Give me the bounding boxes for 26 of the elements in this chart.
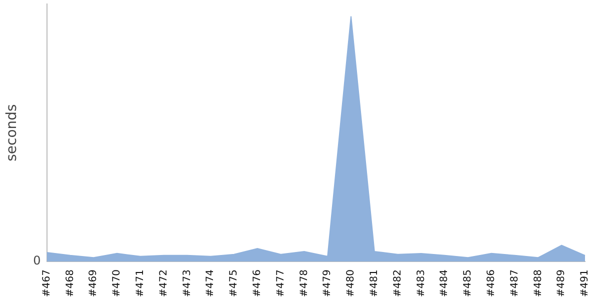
- x-tick-label: #479: [322, 270, 334, 298]
- x-tick-label: #468: [64, 270, 76, 298]
- x-tick-label: #488: [532, 270, 544, 298]
- x-tick-label: #484: [439, 270, 450, 298]
- y-axis-title: seconds: [4, 104, 20, 162]
- x-tick-label: #480: [346, 270, 357, 298]
- x-tick-label: #481: [368, 270, 380, 298]
- x-tick-label: #475: [228, 270, 240, 298]
- text: 0: [33, 254, 41, 268]
- x-tick-label: #487: [509, 270, 520, 298]
- x-tick-label: #491: [580, 270, 591, 298]
- x-tick-label: #474: [205, 270, 216, 298]
- x-tick-label: #486: [486, 270, 497, 298]
- x-tick-label: #482: [392, 270, 404, 298]
- x-tick-label: #470: [112, 270, 123, 298]
- x-tick-label: #473: [182, 270, 193, 298]
- x-tick-label: #477: [275, 270, 286, 298]
- x-tick-label: #472: [158, 270, 170, 298]
- x-tick-label: #467: [41, 270, 52, 298]
- x-tick-label: #485: [462, 270, 474, 298]
- x-tick-label: #478: [298, 270, 310, 298]
- x-tick-label: #476: [252, 270, 263, 298]
- x-tick-label: #469: [88, 270, 100, 298]
- x-tick-label: #471: [134, 270, 146, 298]
- x-tick-label: #489: [556, 270, 568, 298]
- x-tick-label: #483: [416, 270, 427, 298]
